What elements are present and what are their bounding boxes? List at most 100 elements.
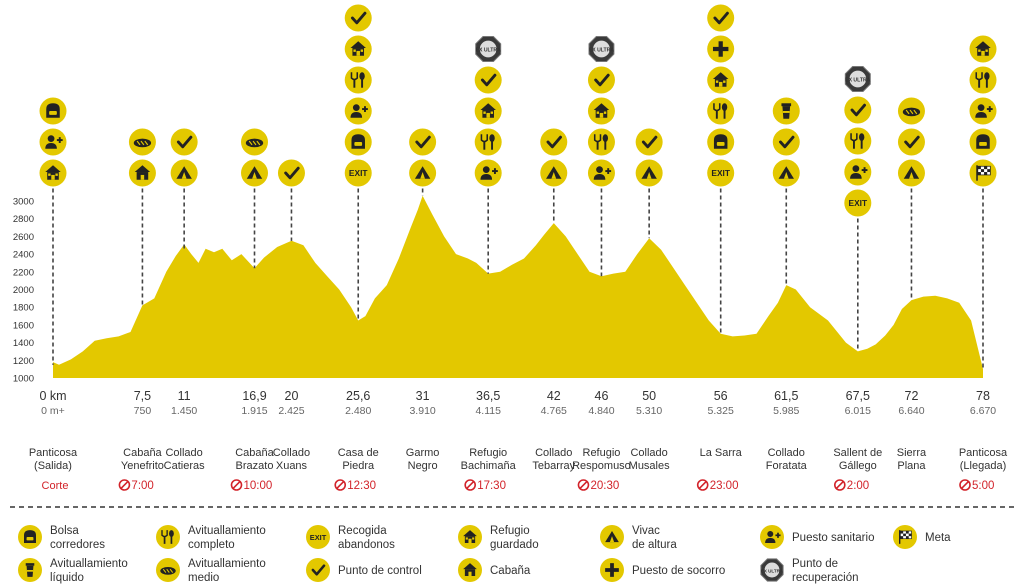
elevation-area <box>53 195 983 378</box>
km-label: 25,6 <box>346 389 370 403</box>
cutoff-clock-icon <box>959 479 971 491</box>
refugio-icon <box>474 97 502 125</box>
checkpoint-name: Panticosa <box>29 447 78 459</box>
elevation-gain-label: 4.765 <box>541 405 567 417</box>
cutoff-time-label: 10:00 <box>244 480 273 492</box>
checkpoint-name: Collado <box>273 447 310 459</box>
sanitario-icon <box>587 159 615 187</box>
elevation-profile <box>53 195 983 378</box>
vivac-icon <box>409 159 437 187</box>
control-icon <box>344 4 372 32</box>
elevation-gain-label: 4.115 <box>475 405 501 417</box>
y-axis: 1000 1200 1400 1600 1800 2000 2200 2400 2600 2800… <box>13 197 34 385</box>
cutoff-clock-icon <box>464 479 476 491</box>
checkpoint-name-line2: Tebarray <box>532 460 575 472</box>
completo-icon <box>156 525 180 549</box>
checkpoint-name: La Sarra <box>700 447 743 459</box>
legend-label-line2: corredores <box>50 539 105 551</box>
cutoff-time-label: 5:00 <box>972 480 994 492</box>
checkpoint-name-line2: Catieras <box>164 460 205 472</box>
checkpoint-name: Panticosa <box>959 447 1008 459</box>
legend-label: Punto de <box>792 558 838 570</box>
vivac-icon <box>540 159 568 187</box>
recuperacion-icon: EX ULTRA <box>588 36 615 62</box>
cutoff-time: 23:00 <box>696 479 739 492</box>
svg-text:EXIT: EXIT <box>349 168 368 178</box>
liquido-icon <box>18 558 42 582</box>
legend-label-line2: líquido <box>50 572 84 584</box>
completo-icon <box>969 66 997 94</box>
km-label: 36,5 <box>476 389 500 403</box>
refugio-icon <box>39 159 67 187</box>
checkpoint-name-line2: Xuans <box>276 460 308 472</box>
y-tick-label: 2200 <box>13 267 34 278</box>
cutoff-time-label: 23:00 <box>710 480 739 492</box>
completo-icon <box>587 128 615 156</box>
legend-label: Puesto de socorro <box>632 565 725 577</box>
cabana-icon <box>128 159 156 187</box>
legend-label: Avituallamiento <box>50 558 128 570</box>
meta-icon <box>893 525 917 549</box>
sanitario-icon <box>844 158 872 186</box>
legend-item: Avituallamiento medio <box>156 558 266 584</box>
sanitario-icon <box>969 97 997 125</box>
checkpoint-name-line2: Gállego <box>839 460 877 472</box>
legend-item: Cabaña <box>458 558 531 582</box>
km-label: 67,5 <box>846 389 870 403</box>
cutoff-row-label: Corte <box>42 480 69 492</box>
y-tick-label: 2400 <box>13 250 34 261</box>
vivac-icon <box>241 159 268 187</box>
svg-text:EX ULTRA: EX ULTRA <box>845 78 871 84</box>
cutoff-clock-icon <box>334 479 347 491</box>
y-tick-label: 2000 <box>13 285 34 296</box>
cutoff-clock-icon <box>118 479 131 491</box>
control-icon <box>540 128 568 156</box>
y-tick-label: 1600 <box>13 320 34 331</box>
control-icon <box>409 128 437 156</box>
svg-text:EXIT: EXIT <box>711 168 730 178</box>
checkpoint-name-line2: Piedra <box>342 460 375 472</box>
svg-text:EXIT: EXIT <box>849 198 868 208</box>
legend-item: Avituallamiento líquido <box>18 558 128 584</box>
control-icon <box>635 128 663 156</box>
elevation-gain-label: 2.425 <box>278 405 304 417</box>
km-label: 42 <box>547 389 561 403</box>
legend-item: Vivac de altura <box>600 525 677 551</box>
km-label: 31 <box>416 389 430 403</box>
y-tick-label: 3000 <box>13 197 34 208</box>
checkpoint-name: Cabaña <box>123 447 162 459</box>
checkpoint-name-line2: (Llegada) <box>960 460 1006 472</box>
recuperacion-icon: EX ULTRA <box>475 36 502 62</box>
checkpoint-name-line2: Bachimaña <box>461 460 517 472</box>
svg-text:EX ULTRA: EX ULTRA <box>761 569 784 574</box>
cutoff-time: 10:00 <box>230 479 273 492</box>
control-icon <box>306 558 330 582</box>
checkpoint-name: Sierra <box>897 447 927 459</box>
medio-icon <box>897 97 925 125</box>
recuperacion-icon: EX ULTRA <box>844 66 871 92</box>
control-icon <box>170 128 198 156</box>
cutoff-clock-icon <box>834 479 846 491</box>
elevation-gain-label: 5.310 <box>636 405 662 417</box>
cutoff-row: Corte 7:00 10:00 12:30 17:30 20:30 23:00 2:00 5… <box>42 479 994 492</box>
elevation-gain-label: 3.910 <box>409 405 435 417</box>
elevation-gain-label: 5.325 <box>708 405 734 417</box>
y-tick-label: 1200 <box>13 356 34 367</box>
legend-item: Punto de control <box>306 558 422 582</box>
checkpoint-name: Collado <box>165 447 202 459</box>
legend-label: Meta <box>925 532 951 544</box>
y-tick-label: 2600 <box>13 232 34 243</box>
exit-icon: EXIT <box>844 189 872 217</box>
y-tick-label: 1800 <box>13 303 34 314</box>
checkpoint-labels: 0 km0 m+Panticosa(Salida)7,5750CabañaYen… <box>29 389 1008 472</box>
legend-item: Puesto sanitario <box>760 525 874 549</box>
recuperacion-icon: EX ULTRA <box>760 558 784 582</box>
elevation-gain-label: 6.670 <box>970 405 996 417</box>
elevation-gain-label: 5.985 <box>773 405 799 417</box>
control-icon <box>897 128 925 156</box>
completo-icon <box>344 66 372 94</box>
cutoff-time-label: 7:00 <box>131 480 153 492</box>
bolsa-icon <box>969 128 997 156</box>
elevation-gain-label: 1.915 <box>241 405 267 417</box>
